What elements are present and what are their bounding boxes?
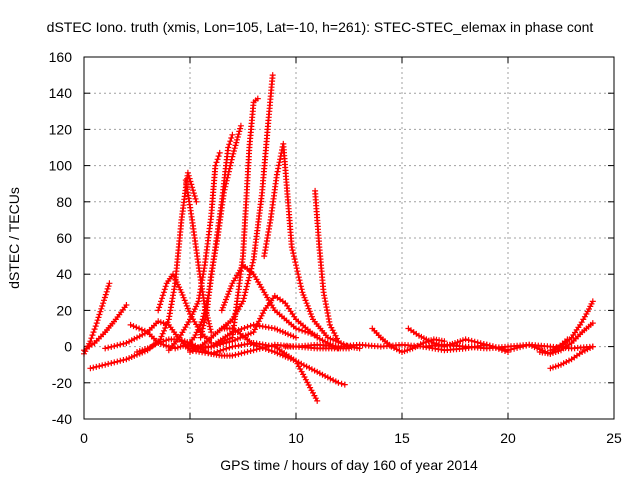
y-tick-label: 100 [49,158,73,174]
x-tick-label: 0 [80,430,88,446]
series-24 [547,298,596,354]
series-9 [182,177,215,336]
series-markers [187,325,348,388]
series-25 [536,320,596,357]
axis-ticks: 0 5 10 15 20 25 -40 -20 0 20 40 60 80 100 120 140 160 [49,49,622,446]
series-markers [405,325,511,355]
series-18 [208,292,342,352]
x-axis-label: GPS time / hours of day 160 of year 2014 [220,457,478,473]
grid-lines [84,57,614,419]
series-markers [547,298,596,354]
x-tick-label: 10 [288,430,304,446]
x-tick-label: 5 [186,430,194,446]
series-14 [187,95,261,352]
series-markers [261,140,363,352]
y-axis-label: dSTEC / TECUs [6,187,22,289]
series-markers [208,292,342,352]
series-markers [182,177,215,336]
series-21 [405,325,511,355]
y-tick-label: 40 [56,266,72,282]
x-tick-label: 15 [394,430,410,446]
series-13 [218,262,321,339]
data-series [81,72,596,404]
series-markers [218,72,276,332]
series-markers [536,320,596,357]
y-tick-label: 20 [56,302,72,318]
series-15 [218,72,276,332]
series-12 [197,122,244,341]
x-tick-label: 25 [606,430,622,446]
series-16 [261,140,363,352]
series-23 [547,343,596,372]
y-tick-label: -40 [52,411,72,427]
y-tick-label: 80 [56,194,72,210]
y-tick-label: 140 [49,85,73,101]
y-tick-label: 60 [56,230,72,246]
x-tick-label: 20 [500,430,516,446]
series-markers [312,187,342,345]
series-11 [187,325,348,388]
y-tick-label: -20 [52,375,72,391]
plot-frame [83,56,615,420]
chart-title: dSTEC Iono. truth (xmis, Lon=105, Lat=-1… [47,19,594,35]
series-markers [547,343,596,372]
y-tick-label: 120 [49,121,73,137]
series-markers [197,122,244,341]
y-tick-label: 0 [64,339,72,355]
y-tick-label: 160 [49,49,73,65]
series-17 [312,187,342,345]
